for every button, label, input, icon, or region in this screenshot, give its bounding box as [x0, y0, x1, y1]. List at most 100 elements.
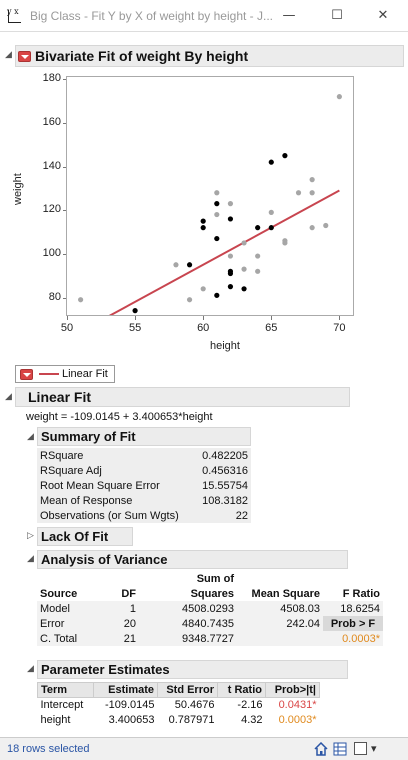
- bivariate-header[interactable]: Bivariate Fit of weight By height: [15, 45, 404, 67]
- rows-selected-status[interactable]: 18 rows selected: [7, 743, 90, 755]
- disclosure-bivariate-icon[interactable]: ◢: [5, 50, 12, 60]
- y-tick-label: 160: [42, 115, 61, 128]
- maximize-button[interactable]: ☐: [331, 8, 343, 23]
- summary-row: Observations (or Sum Wgts) 22: [37, 508, 251, 523]
- y-tick-mark: [63, 297, 67, 299]
- anova-source: Model: [37, 601, 87, 616]
- parameter-row: Intercept -109.0145 50.4676 -2.16 0.0431*: [38, 698, 320, 713]
- data-point-selected[interactable]: [282, 153, 288, 159]
- data-point[interactable]: [309, 177, 315, 183]
- fit-legend[interactable]: Linear Fit: [15, 365, 115, 383]
- data-point-selected[interactable]: [200, 218, 206, 224]
- x-tick-mark: [135, 316, 137, 320]
- data-table-icon[interactable]: [333, 742, 347, 756]
- red-triangle-menu-icon[interactable]: [18, 50, 31, 62]
- data-point-selected[interactable]: [268, 159, 274, 165]
- data-point[interactable]: [241, 266, 247, 272]
- y-tick-label: 100: [42, 246, 61, 259]
- data-point[interactable]: [214, 211, 220, 218]
- minimize-button[interactable]: —: [282, 8, 296, 23]
- pe-estimate: -109.0145: [104, 699, 155, 712]
- data-point[interactable]: [255, 268, 261, 274]
- summary-row: RSquare Adj 0.456316: [37, 463, 251, 478]
- linear-fit-title: Linear Fit: [28, 389, 92, 405]
- summary-label: Root Mean Square Error: [37, 478, 191, 493]
- scatter-plot-svg[interactable]: [67, 77, 353, 320]
- data-point[interactable]: [268, 209, 274, 215]
- data-point[interactable]: [282, 238, 288, 244]
- data-point[interactable]: [173, 262, 179, 268]
- data-point[interactable]: [227, 201, 234, 207]
- anova-ms: [237, 631, 323, 646]
- data-point-selected[interactable]: [255, 225, 261, 231]
- y-tick-label: 140: [42, 159, 61, 172]
- pe-header-t-ratio: t Ratio: [217, 682, 266, 698]
- data-point-selected[interactable]: [186, 262, 193, 268]
- data-point[interactable]: [295, 190, 302, 196]
- data-point-selected[interactable]: [132, 308, 138, 314]
- anova-header[interactable]: Analysis of Variance: [37, 550, 348, 569]
- y-axis-title: weight: [12, 173, 24, 205]
- data-point[interactable]: [323, 222, 329, 229]
- anova-df: 21: [87, 631, 139, 646]
- summary-of-fit-header[interactable]: Summary of Fit: [37, 427, 251, 446]
- disclosure-anova-icon[interactable]: ◢: [27, 554, 34, 564]
- lack-of-fit-header[interactable]: Lack Of Fit: [37, 527, 133, 546]
- status-bar: 18 rows selected ▾: [0, 737, 408, 760]
- x-tick-label: 60: [197, 322, 210, 334]
- linear-fit-header[interactable]: Linear Fit: [15, 387, 350, 407]
- disclosure-parameter-estimates-icon[interactable]: ◢: [27, 664, 34, 674]
- x-tick-mark: [339, 316, 341, 320]
- summary-value: 0.456316: [191, 463, 251, 478]
- y-tick-label: 120: [42, 203, 61, 216]
- disclosure-linear-fit-icon[interactable]: ◢: [5, 392, 12, 402]
- data-point[interactable]: [255, 253, 261, 259]
- y-tick-label: 80: [48, 290, 61, 303]
- data-point-selected[interactable]: [214, 292, 220, 298]
- lack-of-fit-title: Lack Of Fit: [41, 529, 109, 544]
- anova-header-f: F Ratio: [342, 587, 380, 600]
- display-dropdown-icon[interactable]: ▾: [371, 743, 377, 755]
- data-point-selected[interactable]: [200, 225, 206, 231]
- data-point[interactable]: [186, 297, 193, 303]
- data-point[interactable]: [336, 94, 342, 100]
- data-point[interactable]: [309, 225, 315, 231]
- data-point-selected[interactable]: [227, 268, 234, 274]
- summary-of-fit-title: Summary of Fit: [41, 429, 136, 444]
- pe-t-ratio: -2.16: [237, 699, 263, 712]
- data-point[interactable]: [309, 190, 315, 196]
- disclosure-summary-icon[interactable]: ◢: [27, 432, 34, 442]
- x-tick-mark: [67, 316, 68, 320]
- data-point-selected[interactable]: [241, 286, 247, 292]
- data-point[interactable]: [78, 297, 84, 303]
- legend-menu-icon[interactable]: [20, 368, 33, 380]
- home-icon[interactable]: [314, 742, 328, 756]
- data-point[interactable]: [200, 286, 206, 292]
- close-button[interactable]: ✕: [377, 8, 389, 23]
- summary-row: RSquare 0.482205: [37, 448, 251, 463]
- data-point[interactable]: [241, 240, 247, 246]
- fit-equation: weight = -109.0145 + 3.400653*height: [26, 411, 213, 423]
- anova-f: Prob > F: [323, 616, 383, 631]
- display-box-icon[interactable]: [354, 742, 367, 755]
- y-tick-mark: [63, 253, 67, 255]
- data-point-selected[interactable]: [268, 225, 274, 231]
- data-point[interactable]: [227, 253, 234, 259]
- summary-label: Mean of Response: [37, 493, 191, 508]
- scatter-plot[interactable]: [66, 76, 354, 320]
- linear-fit-line[interactable]: [104, 189, 340, 320]
- pe-std-error: 50.4676: [174, 699, 215, 712]
- summary-label: Observations (or Sum Wgts): [37, 508, 191, 523]
- data-point-selected[interactable]: [214, 235, 220, 242]
- parameter-estimates-header[interactable]: Parameter Estimates: [37, 660, 348, 679]
- data-point-selected[interactable]: [214, 201, 220, 207]
- pe-t-ratio: 4.32: [241, 714, 263, 726]
- disclosure-lack-of-fit-icon[interactable]: ▷: [27, 531, 34, 541]
- anova-f: 0.0003*: [323, 631, 383, 646]
- data-point-selected[interactable]: [227, 284, 234, 290]
- x-tick-label: 55: [128, 322, 142, 334]
- data-point-selected[interactable]: [227, 216, 234, 222]
- x-axis-title: height: [210, 340, 240, 352]
- data-point[interactable]: [214, 190, 220, 196]
- pe-header-estimate: Estimate: [93, 682, 158, 698]
